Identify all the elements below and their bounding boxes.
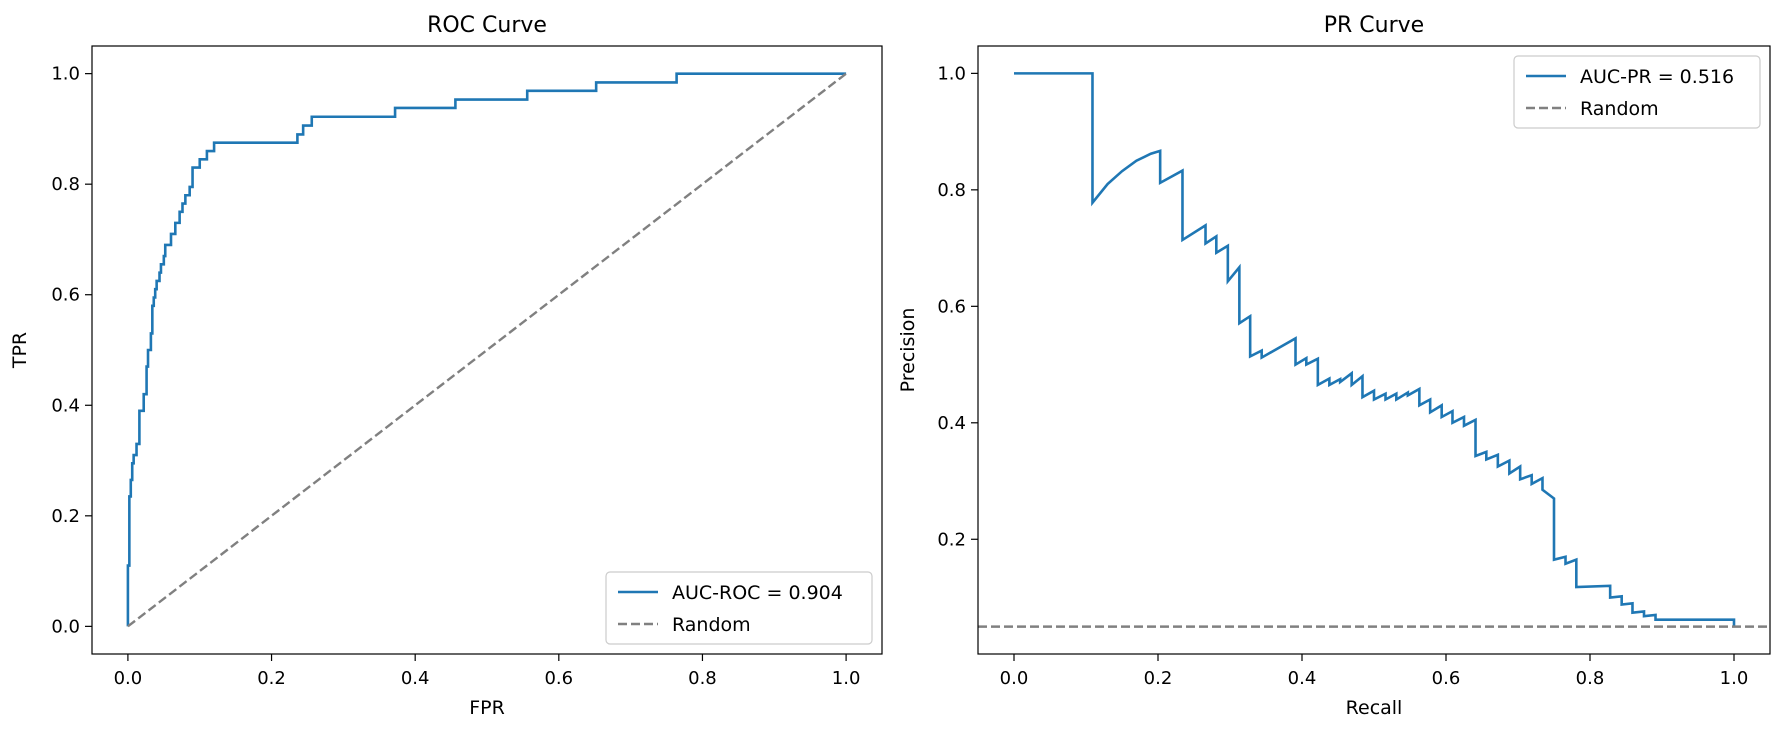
- y-tick-label: 0.2: [51, 506, 80, 527]
- y-tick-label: 1.0: [937, 63, 966, 84]
- y-tick-label: 0.6: [937, 296, 966, 317]
- x-tick-label: 1.0: [1720, 668, 1749, 689]
- x-tick-label: 0.2: [1144, 668, 1173, 689]
- legend: AUC-PR = 0.516 Random: [1513, 55, 1761, 129]
- plot-area: [978, 72, 1770, 628]
- y-tick-label: 0.4: [51, 395, 80, 416]
- legend-box: [1513, 55, 1761, 129]
- y-tick-label: 0.8: [937, 180, 966, 201]
- x-tick-label: 0.2: [257, 668, 286, 689]
- x-tick-label: 0.6: [544, 668, 573, 689]
- x-axis-label: FPR: [469, 697, 505, 719]
- x-axis-label: Recall: [1346, 697, 1403, 719]
- x-tick-label: 0.8: [688, 668, 717, 689]
- legend-box: [605, 571, 873, 645]
- roc-panel: 0.0 0.2 0.4 0.6 0.8 1.0 0.0 0.2 0.4 0.6 0.8 1.0 ROC …: [9, 13, 883, 719]
- pr-panel: 0.0 0.2 0.4 0.6 0.8 1.0 0.2 0.4 0.6 0.8 1.0 PR Curv…: [897, 13, 1771, 719]
- y-tick-label: 0.8: [51, 174, 80, 195]
- y-tick-label: 0.2: [937, 529, 966, 550]
- legend-label: Random: [672, 614, 751, 636]
- legend: AUC-ROC = 0.904 Random: [605, 571, 873, 645]
- legend-label: Random: [1580, 98, 1659, 120]
- x-tick-label: 0.0: [114, 668, 143, 689]
- x-tick-label: 0.4: [1288, 668, 1317, 689]
- chart-title: ROC Curve: [427, 13, 547, 38]
- y-axis-label: TPR: [9, 332, 31, 369]
- x-tick-label: 0.8: [1576, 668, 1605, 689]
- y-axis-label: Precision: [897, 308, 919, 393]
- y-tick-label: 0.0: [51, 616, 80, 637]
- axes-frame: [977, 45, 1771, 655]
- y-tick-label: 1.0: [51, 64, 80, 85]
- y-tick-label: 0.6: [51, 285, 80, 306]
- x-tick-label: 1.0: [832, 668, 861, 689]
- legend-label: AUC-ROC = 0.904: [672, 582, 843, 604]
- chart-title: PR Curve: [1324, 13, 1424, 38]
- curve-line-0: [126, 72, 847, 627]
- plot-area: [126, 72, 847, 628]
- x-tick-label: 0.0: [1000, 668, 1029, 689]
- x-tick-label: 0.6: [1432, 668, 1461, 689]
- random-baseline-line-1: [127, 72, 847, 628]
- y-tick-label: 0.4: [937, 413, 966, 434]
- curve-line-0: [1014, 72, 1736, 627]
- legend-label: AUC-PR = 0.516: [1580, 66, 1734, 88]
- axes-frame: [91, 45, 883, 655]
- x-tick-label: 0.4: [401, 668, 430, 689]
